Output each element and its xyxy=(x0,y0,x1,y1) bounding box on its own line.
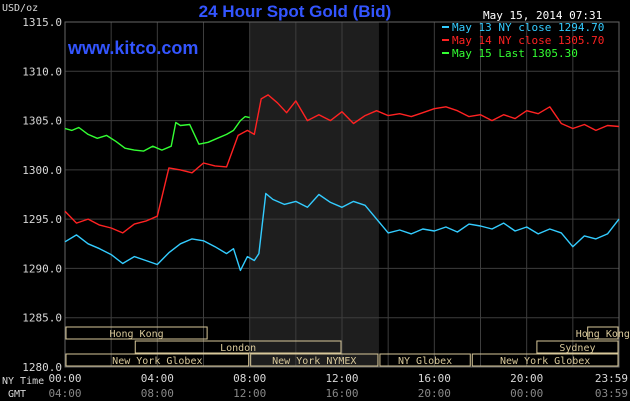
session-label: NY Globex xyxy=(398,356,452,367)
session-box-frame xyxy=(65,353,250,367)
x-tick-label-ny: 04:00 xyxy=(141,372,174,385)
session-box: New York NYMEX xyxy=(250,353,379,367)
price-series xyxy=(64,94,620,272)
y-unit-label: USD/oz xyxy=(2,3,38,14)
y-tick-label: 1295.0 xyxy=(22,213,62,226)
series-line xyxy=(64,192,620,272)
x-tick-label-gmt: 03:59 xyxy=(595,387,628,400)
session-label: London xyxy=(220,343,256,354)
session-label: New York Globex xyxy=(112,356,202,367)
y-tick-label: 1285.0 xyxy=(22,312,62,325)
y-axis-ticks: 1315.0 1310.0 1305.0 1300.0 1295.0 1290.0 1285… xyxy=(22,16,62,374)
legend-item: May 14 NY close 1305.70 xyxy=(442,34,604,47)
x-axis-ticks: 00:00 04:00 04:00 08:00 08:00 12:00 12:00 16:00… xyxy=(48,372,628,400)
y-tick-label: 1300.0 xyxy=(22,164,62,177)
ny-time-label: NY Time xyxy=(2,376,44,387)
gmt-label: GMT xyxy=(8,389,26,400)
legend-label: May 15 Last 1305.30 xyxy=(452,47,578,60)
session-box: Hong Kong xyxy=(576,326,630,340)
session-box: Sydney xyxy=(536,340,619,354)
session-box-frame xyxy=(65,326,208,340)
x-tick-label-gmt: 08:00 xyxy=(141,387,174,400)
plot-frame xyxy=(64,21,620,368)
date-label: May 15, 2014 07:31 xyxy=(483,9,602,22)
y-tick-label: 1310.0 xyxy=(22,65,62,78)
series-line xyxy=(64,115,250,152)
session-box-frame xyxy=(379,353,471,367)
x-tick-label-gmt: 00:00 xyxy=(510,387,543,400)
y-tick-label: 1290.0 xyxy=(22,262,62,275)
session-label: Sydney xyxy=(559,343,595,354)
x-tick-label-ny: 00:00 xyxy=(48,372,81,385)
x-tick-label-ny: 23:59 xyxy=(595,372,628,385)
session-box: New York Globex xyxy=(471,353,619,367)
x-tick-label-ny: 16:00 xyxy=(418,372,451,385)
grid xyxy=(64,21,620,368)
y-tick-label: 1315.0 xyxy=(22,16,62,29)
y-tick-label: 1280.0 xyxy=(22,361,62,374)
series-line xyxy=(64,94,620,234)
brand-watermark: www.kitco.com xyxy=(67,38,198,58)
trading-sessions: Hong Kong Hong Kong London Sydney New York G… xyxy=(65,326,630,367)
x-tick-label-gmt: 04:00 xyxy=(48,387,81,400)
x-tick-label-ny: 12:00 xyxy=(325,372,358,385)
legend-label: May 14 NY close 1305.70 xyxy=(452,34,604,47)
session-box: London xyxy=(134,340,342,354)
session-label: Hong Kong xyxy=(109,329,163,340)
y-tick-label: 1305.0 xyxy=(22,115,62,128)
x-tick-label-ny: 20:00 xyxy=(510,372,543,385)
session-box-frame xyxy=(587,326,619,340)
x-tick-label-gmt: 12:00 xyxy=(233,387,266,400)
session-label: New York Globex xyxy=(500,356,590,367)
session-box-frame xyxy=(471,353,619,367)
x-tick-label-gmt: 16:00 xyxy=(325,387,358,400)
chart-title: 24 Hour Spot Gold (Bid) xyxy=(199,2,392,21)
nymex-session-highlight xyxy=(249,22,379,367)
x-tick-label-gmt: 20:00 xyxy=(418,387,451,400)
session-box: New York Globex xyxy=(65,353,250,367)
session-box: NY Globex xyxy=(379,353,471,367)
session-box-frame xyxy=(134,340,342,354)
legend-item: May 15 Last 1305.30 xyxy=(442,47,578,60)
legend-item: May 13 NY close 1294.70 xyxy=(442,21,604,34)
session-label: Hong Kong xyxy=(576,329,630,340)
session-label: New York NYMEX xyxy=(272,356,356,367)
session-box: Hong Kong xyxy=(65,326,208,340)
legend-label: May 13 NY close 1294.70 xyxy=(452,21,604,34)
session-box-frame xyxy=(536,340,619,354)
session-box-frame xyxy=(250,353,379,367)
x-tick-label-ny: 08:00 xyxy=(233,372,266,385)
